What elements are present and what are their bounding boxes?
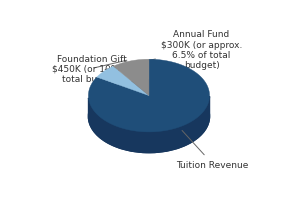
Ellipse shape bbox=[88, 81, 209, 153]
Text: Annual Fund
$300K (or approx.
6.5% of total
budget): Annual Fund $300K (or approx. 6.5% of to… bbox=[105, 30, 242, 70]
Polygon shape bbox=[88, 97, 209, 153]
Polygon shape bbox=[88, 60, 209, 132]
Polygon shape bbox=[97, 67, 149, 96]
Polygon shape bbox=[113, 60, 149, 96]
Text: Tuition Revenue: Tuition Revenue bbox=[176, 131, 249, 169]
Text: Foundation Gift
$450K (or 10% of
total budget): Foundation Gift $450K (or 10% of total b… bbox=[52, 54, 131, 84]
